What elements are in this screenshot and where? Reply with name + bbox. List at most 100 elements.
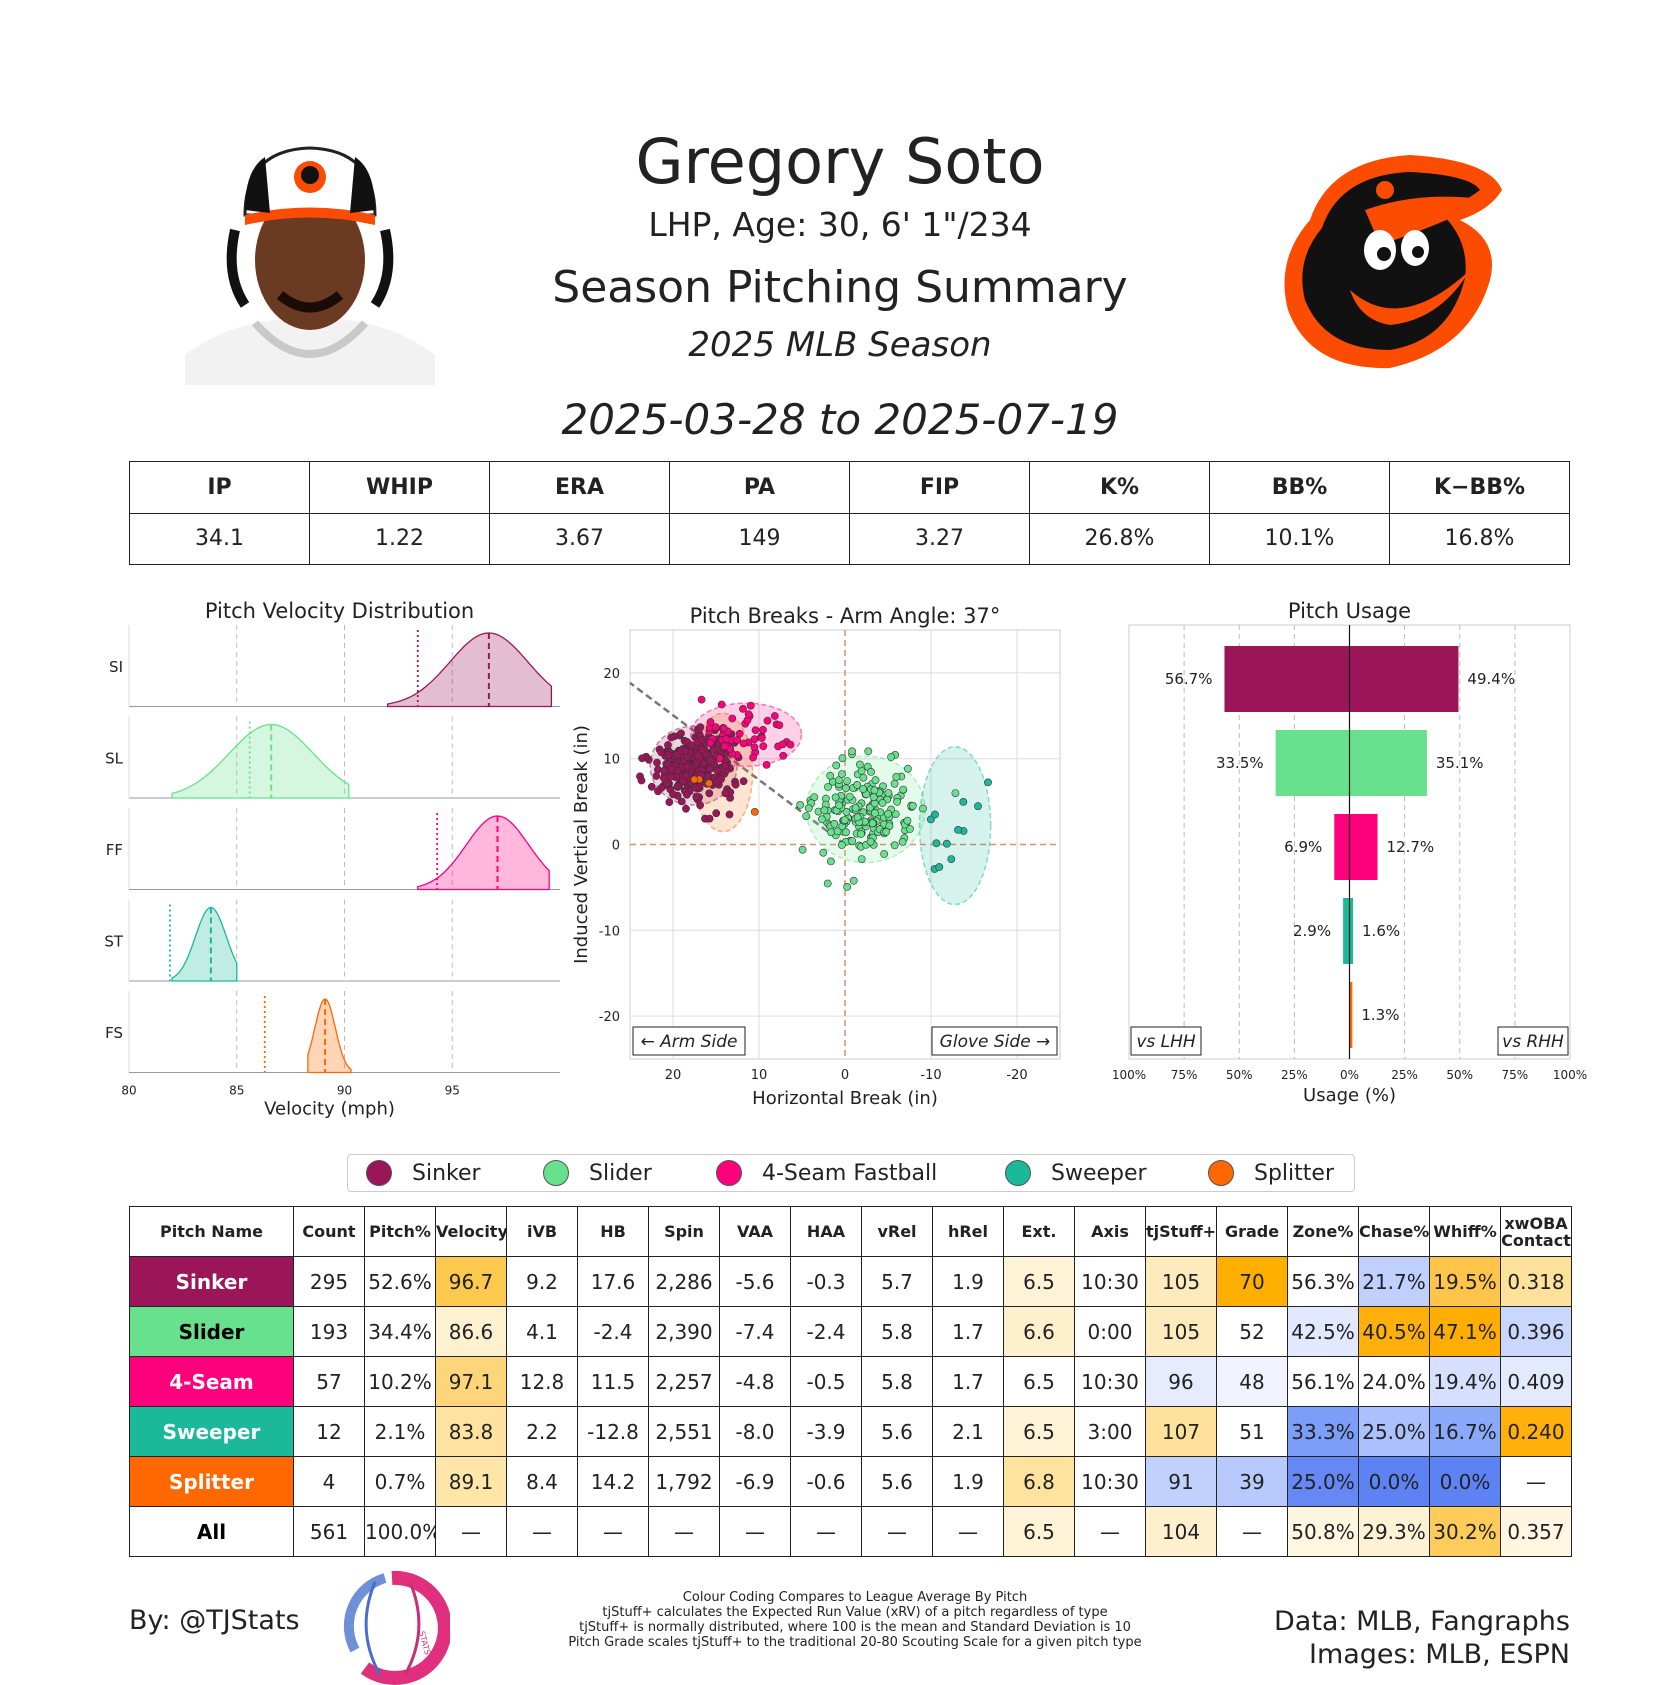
break-point-sweeper <box>942 839 951 848</box>
break-point-sinker <box>677 729 685 738</box>
pitch-table-cell: 16.7% <box>1429 1406 1501 1457</box>
pitch-table-cell: 2.2 <box>506 1406 578 1457</box>
break-point-4-seam-fastball <box>717 700 726 709</box>
summary-title: Season Pitching Summary <box>552 262 1128 313</box>
usage-bar-rhh <box>1349 982 1353 1048</box>
pitch-table-cell: 39 <box>1216 1456 1288 1507</box>
break-point-slider <box>804 804 813 813</box>
break-point-slider <box>837 841 846 849</box>
pitch-table-cell: 12.8 <box>506 1356 578 1407</box>
break-point-sinker <box>664 751 673 760</box>
break-point-sinker <box>653 758 661 767</box>
break-y-tick: 0 <box>612 839 620 854</box>
pitch-table-header-cell: tjStuff+ <box>1145 1206 1217 1257</box>
break-point-4-seam-fastball <box>757 734 766 742</box>
break-point-sinker <box>725 810 734 819</box>
break-point-slider <box>833 827 842 836</box>
pitch-name-cell: Splitter <box>129 1456 294 1507</box>
pitch-table-cell: 2,390 <box>648 1306 720 1357</box>
break-point-sinker <box>681 747 690 756</box>
break-point-slider <box>796 800 805 809</box>
pitch-table-cell: 10:30 <box>1074 1456 1146 1507</box>
break-point-splitter <box>690 775 699 784</box>
pitch-table-cell: 0.409 <box>1500 1356 1572 1407</box>
pitch-table-header-cell: Velocity <box>435 1206 507 1257</box>
pitch-table-header-cell: Whiff% <box>1429 1206 1501 1257</box>
break-point-slider <box>830 819 839 828</box>
break-point-sweeper <box>935 863 944 871</box>
break-point-sinker <box>682 804 690 813</box>
stats-header-row: IP WHIP ERA PA FIP K% BB% K−BB% <box>129 461 1570 514</box>
break-point-4-seam-fastball <box>746 701 755 710</box>
pitch-table-cell: 33.3% <box>1287 1406 1359 1457</box>
break-point-slider <box>842 807 851 816</box>
pitch-name-cell: Sweeper <box>129 1406 294 1457</box>
pitch-table-cell: 5.6 <box>861 1406 933 1457</box>
break-point-slider <box>906 825 914 833</box>
pitch-table-cell: 5.6 <box>861 1456 933 1507</box>
break-point-slider <box>871 776 880 785</box>
pitch-table-cell: -0.3 <box>790 1256 862 1307</box>
break-point-sinker <box>664 741 672 749</box>
break-point-slider <box>842 828 850 837</box>
legend-marker <box>716 1160 742 1186</box>
break-point-sweeper <box>984 778 992 787</box>
break-point-4-seam-fastball <box>751 726 760 735</box>
velocity-row-label: FF <box>106 841 123 859</box>
pitch-table-cell: 40.5% <box>1358 1306 1430 1357</box>
pitch-table-cell: — <box>577 1506 649 1557</box>
break-point-slider <box>870 809 879 817</box>
break-point-slider <box>832 761 841 770</box>
break-point-slider <box>840 816 849 824</box>
legend-marker <box>1005 1160 1031 1186</box>
break-point-slider <box>855 760 864 769</box>
break-point-slider <box>838 754 847 763</box>
break-point-sinker <box>654 787 662 796</box>
table-row: 4-Seam 57 10.2% 97.1 12.8 11.5 2,257 -4.8 -0.5 5.… <box>129 1356 1572 1407</box>
pitch-table-cell: 56.1% <box>1287 1356 1359 1407</box>
break-point-sinker <box>638 754 646 763</box>
break-point-sinker <box>652 772 661 780</box>
break-point-slider <box>893 797 901 806</box>
pitch-table-cell: 30.2% <box>1429 1506 1501 1557</box>
legend-label: Slider <box>589 1160 652 1186</box>
break-point-4-seam-fastball <box>719 724 728 733</box>
break-point-sinker <box>696 801 705 810</box>
pitch-table-cell: 0.240 <box>1500 1406 1572 1457</box>
break-point-4-seam-fastball <box>735 729 744 738</box>
pitch-table-cell: 2.1% <box>364 1406 436 1457</box>
break-point-slider <box>882 827 891 836</box>
legend-label: Sweeper <box>1051 1160 1147 1186</box>
usage-tick-label: 100% <box>1553 1068 1587 1082</box>
break-point-4-seam-fastball <box>775 721 784 729</box>
break-point-sinker <box>699 759 708 768</box>
pitch-table-cell: 105 <box>1145 1256 1217 1307</box>
usage-label-lhh: 6.9% <box>1284 838 1322 856</box>
pitch-table-cell: 11.5 <box>577 1356 649 1407</box>
break-point-slider <box>826 857 835 866</box>
break-point-sinker <box>703 772 712 781</box>
pitch-table-header-cell: Zone% <box>1287 1206 1359 1257</box>
break-x-tick: -20 <box>1006 1068 1027 1083</box>
pitch-table-header-row: Pitch Name Count Pitch% Velocity iVB HB Spin VA… <box>129 1206 1572 1257</box>
break-point-slider <box>849 876 858 885</box>
usage-tick-label: 100% <box>1112 1068 1146 1082</box>
break-point-4-seam-fastball <box>720 742 729 751</box>
break-point-sinker <box>691 783 700 792</box>
break-point-4-seam-fastball <box>706 738 715 747</box>
break-point-slider <box>851 803 860 812</box>
pitch-table-cell: 2,257 <box>648 1356 720 1407</box>
break-point-slider <box>843 777 851 785</box>
season-stats-table: IP WHIP ERA PA FIP K% BB% K−BB% 34.1 1.2… <box>129 461 1570 565</box>
break-point-slider <box>843 882 852 891</box>
break-point-sinker <box>705 814 714 823</box>
break-point-slider <box>866 837 875 846</box>
tjstats-logo-text: STATS <box>417 1630 432 1656</box>
stat-value: 34.1 <box>129 512 310 565</box>
pitch-table-cell: -8.0 <box>719 1406 791 1457</box>
table-row: Splitter 4 0.7% 89.1 8.4 14.2 1,792 -6.9 -0.6 5.6… <box>129 1456 1572 1507</box>
pitch-table-header-cell: Grade <box>1216 1206 1288 1257</box>
break-x-axis-label: Horizontal Break (in) <box>752 1088 938 1109</box>
legend-item-sinker: Sinker <box>366 1155 481 1191</box>
date-range: 2025-03-28 to 2025-07-19 <box>561 395 1119 444</box>
